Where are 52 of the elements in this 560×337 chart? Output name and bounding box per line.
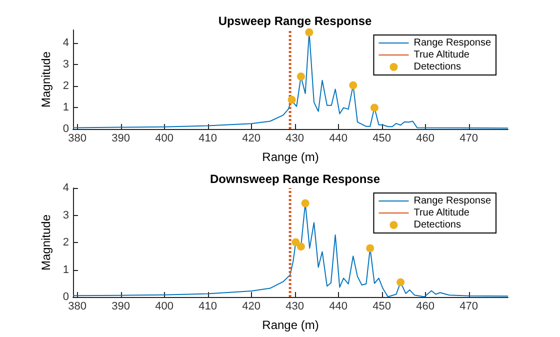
x-axis-title: Range (m) [262,318,319,332]
point [301,199,310,208]
point [349,81,358,90]
legend-label: Detections [414,62,461,72]
x-tick-label: 400 [155,132,174,144]
x-tick-label: 390 [112,300,130,312]
x-tick-label: 460 [416,132,435,144]
chart-title: Downsweep Range Response [210,172,380,186]
y-tick-label: 3 [62,209,69,222]
y-tick-label: 0 [62,291,69,303]
x-tick-label: 410 [198,300,218,312]
x-tick-label: 430 [286,300,304,312]
y-tick-label: 2 [62,80,69,92]
point [288,96,296,104]
point [296,242,305,251]
x-tick-label: 440 [329,132,348,144]
y-axis-title: Magnitude [38,51,53,108]
y-tick-label: 2 [62,236,69,248]
y-tick-label: 3 [62,58,69,70]
x-axis-title: Range (m) [262,150,319,164]
legend-label: True Altitude [414,50,470,60]
point [296,72,305,80]
point [366,244,374,252]
y-axis-title: Magnitude [38,214,53,271]
legend-label: Detections [414,220,461,230]
x-tick-label: 380 [68,132,87,144]
x-tick-label: 440 [329,300,348,312]
x-tick-label: 420 [242,132,261,144]
chart-title: Upsweep Range Response [218,14,372,28]
x-tick-label: 450 [372,300,392,312]
y-tick-label: 4 [62,182,69,194]
x-tick-label: 390 [112,132,130,144]
x-tick-label: 380 [68,300,87,312]
legend-label: True Altitude [414,208,470,218]
point [292,238,300,246]
point [370,104,378,112]
x-tick-label: 460 [416,300,435,312]
y-tick-label: 1 [62,264,69,276]
y-tick-label: 0 [62,123,69,135]
point [396,278,405,286]
x-tick-label: 400 [155,300,174,312]
x-tick-label: 470 [460,132,478,144]
x-tick-label: 420 [242,300,261,312]
x-tick-label: 430 [286,132,304,144]
legend-label: Range Response [414,38,492,48]
x-tick-label: 470 [460,300,478,312]
y-tick-label: 4 [62,36,69,49]
point [305,28,314,36]
legend-label: Range Response [414,196,492,206]
x-tick-label: 450 [372,132,392,144]
x-tick-label: 410 [198,132,218,144]
y-tick-label: 1 [62,101,69,114]
